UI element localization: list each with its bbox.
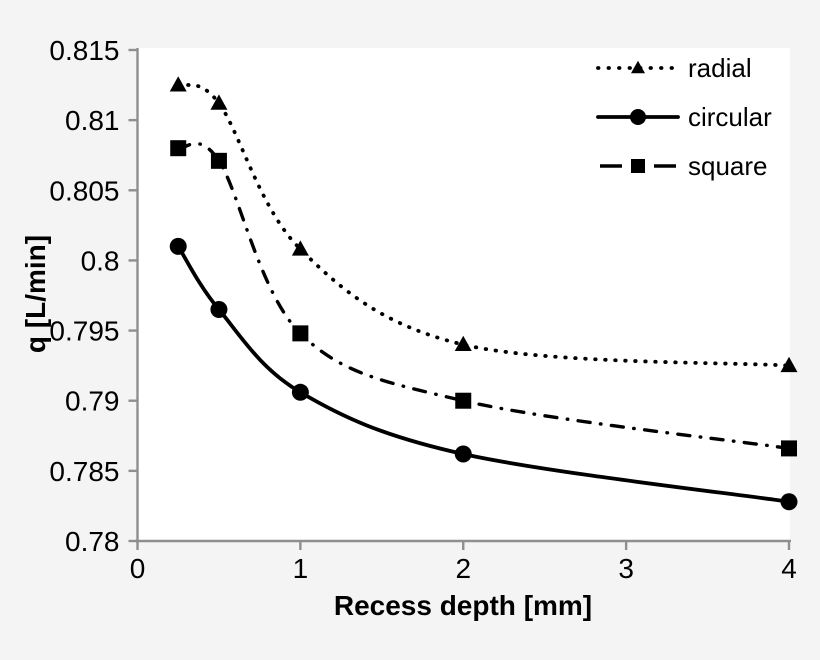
marker-square <box>170 140 187 157</box>
x-axis-title: Recess depth [mm] <box>333 590 593 621</box>
y-axis-title: q [L/min] <box>20 234 51 354</box>
y-tick-label: 0.805 <box>49 175 119 206</box>
series-line-square <box>176 141 791 451</box>
y-tick-label: 0.78 <box>65 526 120 557</box>
x-tick-label: 3 <box>618 553 634 584</box>
marker-triangle <box>454 335 472 352</box>
y-tick-label: 0.79 <box>65 386 120 417</box>
legend-label: square <box>688 151 768 181</box>
legend-label: radial <box>688 53 752 83</box>
y-tick-label: 0.795 <box>49 316 119 347</box>
marker-circle <box>210 301 228 319</box>
marker-square <box>210 152 227 169</box>
x-tick-label: 1 <box>293 553 309 584</box>
marker-triangle <box>780 356 798 373</box>
marker-circle <box>169 237 187 255</box>
legend-marker-circle <box>630 109 646 125</box>
marker-square <box>781 440 797 457</box>
x-tick-label: 0 <box>130 553 146 584</box>
marker-triangle <box>169 76 187 92</box>
marker-triangle <box>291 240 309 256</box>
marker-square <box>455 392 472 409</box>
x-tick-label: 4 <box>781 553 797 584</box>
y-tick-label: 0.785 <box>49 456 119 487</box>
marker-circle <box>780 493 798 511</box>
marker-circle <box>454 445 472 463</box>
marker-triangle <box>210 94 228 110</box>
legend-marker-square <box>631 159 645 173</box>
y-tick-label: 0.815 <box>49 35 119 66</box>
series-line-radial <box>176 83 791 368</box>
y-tick-label: 0.81 <box>65 105 120 136</box>
x-tick-label: 2 <box>455 553 471 584</box>
marker-circle <box>291 383 309 401</box>
y-tick-label: 0.8 <box>81 245 120 276</box>
legend-label: circular <box>688 102 772 132</box>
legend-marker-triangle <box>631 60 645 74</box>
marker-square <box>292 325 309 342</box>
